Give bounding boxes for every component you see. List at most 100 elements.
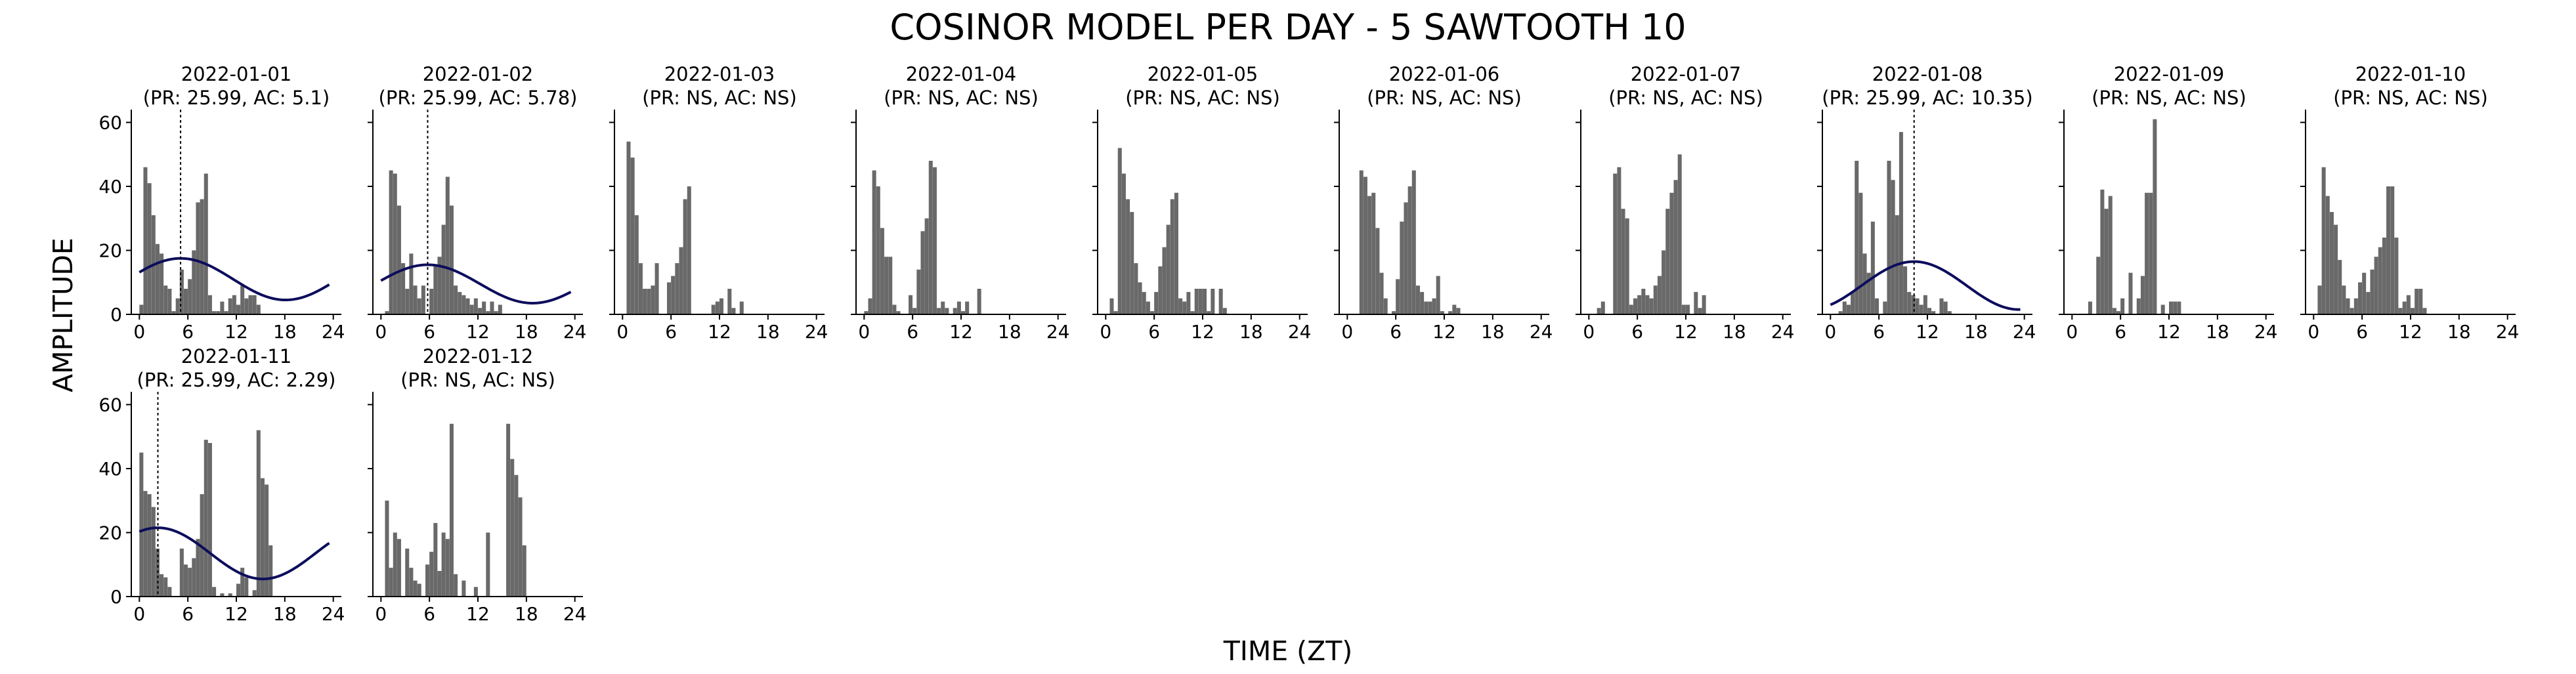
bar <box>2120 298 2125 315</box>
bar <box>1407 186 1412 314</box>
bar <box>478 308 483 314</box>
bar <box>912 308 917 314</box>
panel-date: 2022-01-06 <box>1389 63 1500 85</box>
cosinor-fit-line <box>380 263 572 305</box>
bar <box>1170 199 1174 314</box>
y-tick-label: 40 <box>98 176 122 198</box>
bar <box>2402 301 2407 314</box>
bar <box>1613 173 1618 314</box>
bar <box>1415 285 1420 315</box>
bar <box>2140 276 2145 314</box>
bar <box>192 558 196 597</box>
bar <box>1194 289 1199 314</box>
bar <box>1919 305 1923 315</box>
bar <box>1600 301 1605 314</box>
x-tick-label: 24 <box>1046 321 1070 343</box>
bar <box>1166 224 1170 314</box>
bar <box>425 564 430 597</box>
bar <box>2346 298 2350 315</box>
bar <box>920 231 925 314</box>
bar <box>498 305 502 315</box>
bar <box>160 574 164 597</box>
bar <box>462 580 466 597</box>
x-tick-label: 24 <box>2254 321 2278 343</box>
bar <box>909 295 913 314</box>
bar <box>896 311 901 315</box>
bar <box>884 257 889 314</box>
bar <box>188 279 192 315</box>
bar <box>417 583 421 597</box>
x-tick-label: 24 <box>2496 321 2520 343</box>
day-panel: 2022-01-08(PR: 25.99, AC: 10.35) 0 6 12 18 24 <box>1817 63 2036 343</box>
bar <box>212 311 217 315</box>
bar <box>1379 272 1384 315</box>
cosinor-fit-line <box>139 526 330 581</box>
bar <box>715 301 719 314</box>
bar <box>1673 180 1678 314</box>
bar <box>892 305 897 315</box>
y-tick-label: 60 <box>98 112 122 134</box>
bar <box>638 263 643 314</box>
x-tick-label: 6 <box>1631 321 1643 343</box>
x-tick-label: 12 <box>1191 321 1214 343</box>
panel-date: 2022-01-04 <box>906 63 1017 85</box>
bar <box>1858 192 1863 314</box>
panel-date: 2022-01-09 <box>2114 63 2225 85</box>
bar <box>437 571 442 597</box>
bar <box>1154 291 1159 315</box>
bar <box>626 141 631 314</box>
day-panel: 2022-01-05(PR: NS, AC: NS) 0 6 12 18 24 <box>1092 63 1312 343</box>
bar <box>2088 301 2092 314</box>
bar <box>719 298 724 315</box>
bar <box>224 311 228 315</box>
bar <box>1371 192 1376 314</box>
x-tick-label: 0 <box>858 321 870 343</box>
bar <box>1432 298 1436 315</box>
bar <box>1838 311 1843 315</box>
x-tick-label: 0 <box>133 321 145 343</box>
bar <box>163 285 168 315</box>
bar <box>2325 196 2330 315</box>
panel-date: 2022-01-01 <box>181 63 292 85</box>
x-tick-label: 18 <box>515 603 538 625</box>
panel-subtitle: (PR: NS, AC: NS) <box>1367 87 1522 109</box>
x-tick-label: 18 <box>1481 321 1505 343</box>
x-tick-label: 18 <box>998 321 1021 343</box>
bar <box>1150 311 1155 315</box>
bar <box>2116 311 2121 315</box>
bar <box>937 308 941 314</box>
bar <box>1681 305 1686 315</box>
bar <box>1923 295 1927 314</box>
bar <box>1113 311 1118 315</box>
bar <box>494 311 498 315</box>
day-panel: 2022-01-06(PR: NS, AC: NS) 0 6 12 18 24 <box>1334 63 1553 343</box>
x-tick-label: 18 <box>1964 321 1988 343</box>
x-tick-label: 18 <box>1723 321 1746 343</box>
bar <box>2362 272 2367 315</box>
x-tick-label: 24 <box>2013 321 2036 343</box>
x-tick-label: 18 <box>515 321 538 343</box>
panel-subtitle: (PR: NS, AC: NS) <box>642 87 797 109</box>
bar <box>2350 308 2354 314</box>
bar <box>244 298 249 315</box>
figure-title: COSINOR MODEL PER DAY - 5 SAWTOOTH 10 <box>890 7 1686 48</box>
x-tick-label: 18 <box>1239 321 1263 343</box>
bar <box>409 568 414 597</box>
bar <box>2390 186 2395 314</box>
cosinor-fit-line <box>139 257 330 302</box>
x-tick-label: 12 <box>1432 321 1456 343</box>
day-panel: 2022-01-04(PR: NS, AC: NS) 0 6 12 18 24 <box>851 63 1070 343</box>
bar <box>2136 298 2141 315</box>
bar <box>671 276 676 314</box>
bar <box>1911 295 1916 314</box>
panel-subtitle: (PR: 25.99, AC: 10.35) <box>1822 87 2032 109</box>
bar <box>1456 308 1461 314</box>
panel-subtitle: (PR: 25.99, AC: 5.1) <box>143 87 330 109</box>
panel-date: 2022-01-07 <box>1631 63 1742 85</box>
bar <box>1117 148 1122 314</box>
bar <box>1396 279 1400 315</box>
x-tick-label: 0 <box>133 603 145 625</box>
bar <box>490 301 494 314</box>
bar <box>188 568 192 597</box>
bar <box>1424 301 1428 314</box>
